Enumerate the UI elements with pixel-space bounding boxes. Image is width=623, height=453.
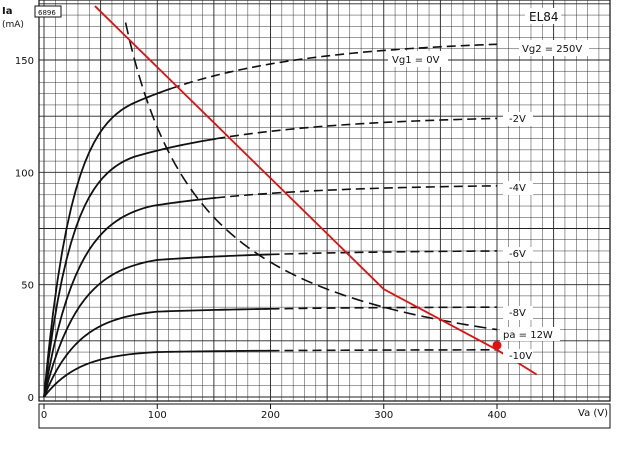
curve-dashed-5 (270, 349, 498, 352)
sheet-number: 6896 (38, 9, 56, 17)
axes (38, 403, 611, 429)
x-tick-label: 100 (148, 410, 167, 421)
series-label: -10V (509, 351, 532, 362)
tube-label-box: EL84 (525, 8, 561, 24)
curve-dashed-0 (170, 43, 498, 90)
curve-dashed-4 (270, 306, 498, 310)
y-tick-label: 0 (28, 393, 34, 404)
series-label-bg (503, 349, 533, 363)
curve-solid-3 (43, 253, 271, 398)
curve-solid-2 (43, 196, 217, 398)
plot-frame (38, 0, 611, 402)
x-axis-band (38, 403, 611, 429)
curve-dashed-1 (216, 117, 498, 140)
series-label: -2V (509, 114, 526, 125)
x-tick-label: 0 (41, 410, 47, 421)
tube-label: EL84 (529, 10, 559, 24)
curve-dashed-3 (270, 250, 498, 256)
sheet-number-box: 6896 (34, 5, 62, 18)
curve-dashed-2 (216, 185, 498, 199)
curve-solid-1 (43, 137, 217, 398)
y-axis-unit: (mA) (2, 20, 24, 30)
pa-label: pa = 12W (503, 330, 553, 341)
curve-solid-0 (43, 87, 172, 398)
y-tick-label: 50 (21, 281, 34, 292)
x-tick-label: 300 (374, 410, 393, 421)
series-label-bg (503, 247, 533, 261)
series-label-bg (503, 112, 533, 126)
tick-labels: 0 100 200 300 400 0 50 100 150 (15, 56, 507, 421)
operating-point (492, 340, 502, 350)
series-labels: Vg1 = 0V -2V -4V -6V -8V -10V pa = 12W (388, 51, 560, 363)
series-label: -6V (509, 249, 526, 260)
x-tick-label: 400 (487, 410, 506, 421)
series-label-bg (503, 181, 533, 195)
vg2-label: Vg2 = 250V (522, 44, 582, 55)
curves (43, 5, 538, 398)
pa-max-hyperbola (124, 22, 498, 331)
curve-solid-4 (43, 307, 271, 398)
series-label: -4V (509, 183, 526, 194)
series-label: Vg1 = 0V (392, 55, 440, 66)
y-tick-label: 100 (15, 168, 34, 179)
y-axis-symbol: Ia (2, 6, 12, 17)
curve-solid-5 (43, 349, 271, 398)
vg2-label-box: Vg2 = 250V (519, 40, 589, 56)
x-axis-label: Va (V) (578, 408, 608, 419)
pa-label-bg (500, 327, 560, 341)
x-tick-label: 200 (261, 410, 280, 421)
y-tick-label: 150 (15, 56, 34, 67)
series-label: -8V (509, 308, 526, 319)
series-label-bg (388, 51, 448, 67)
series-label-bg (503, 306, 533, 320)
